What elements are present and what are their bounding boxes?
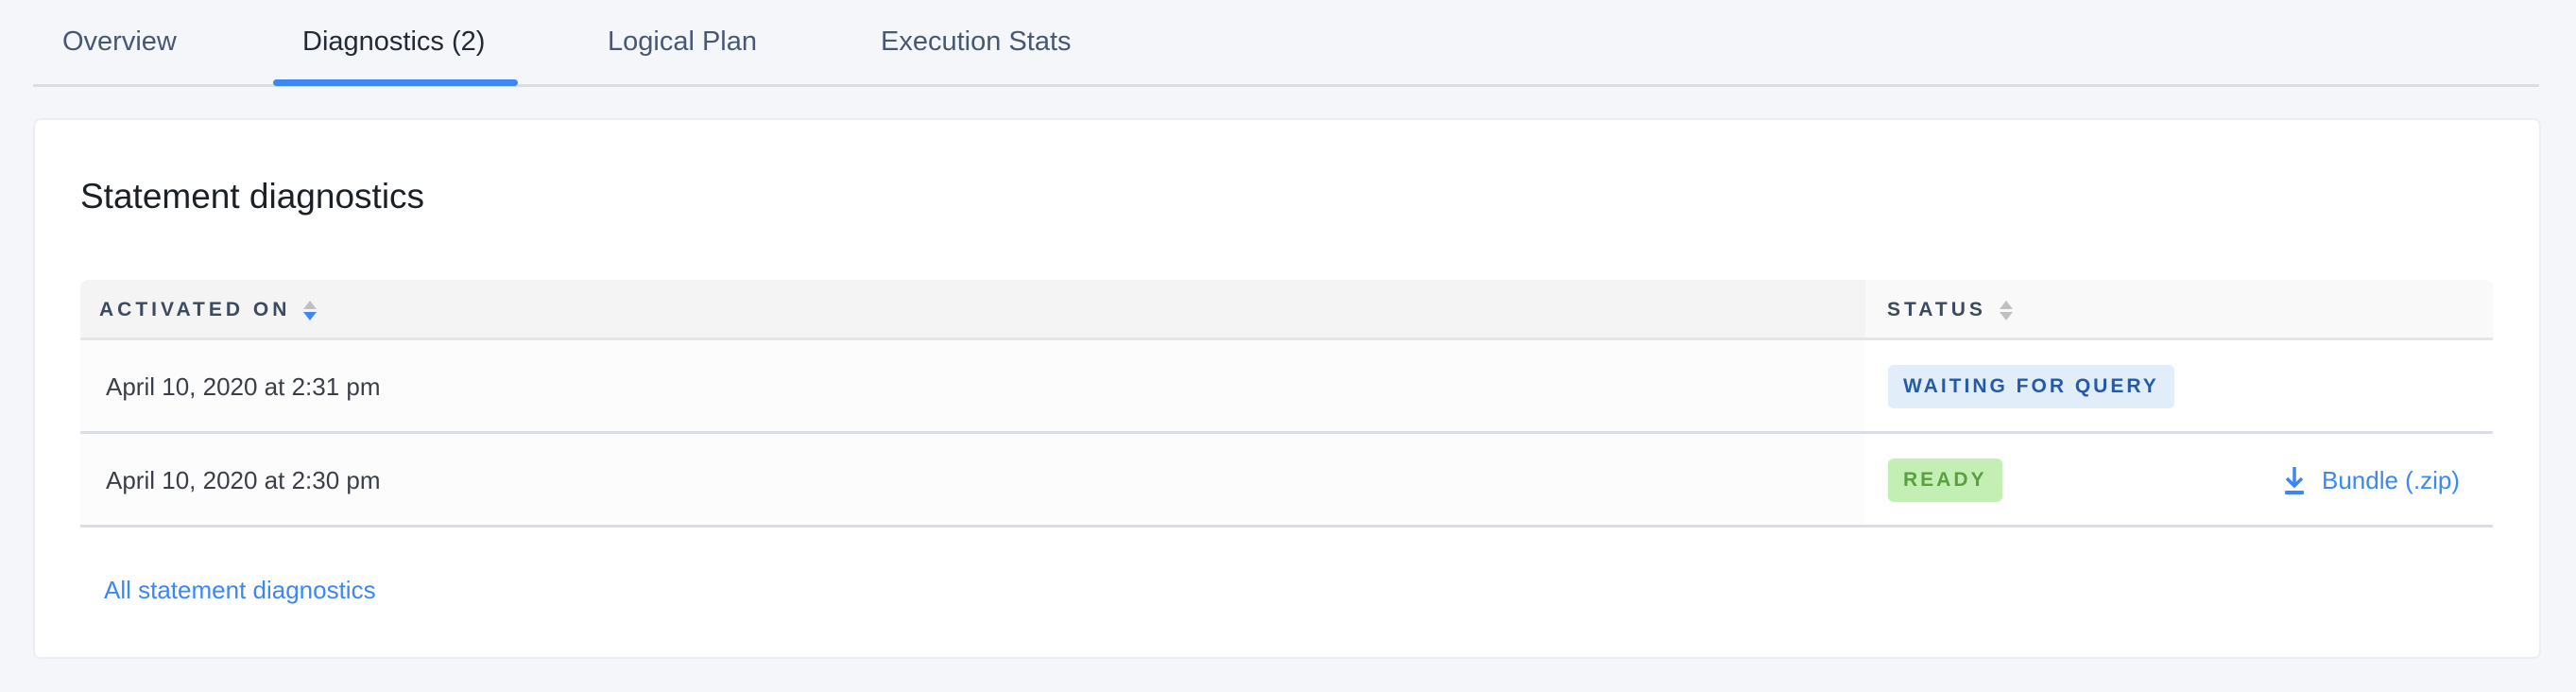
column-label: STATUS [1887, 299, 1986, 320]
column-label: ACTIVATED ON [99, 299, 291, 320]
card-title: Statement diagnostics [80, 177, 425, 216]
table-row: April 10, 2020 at 2:31 pm WAITING FOR QU… [80, 340, 2493, 434]
tab-logical-plan[interactable]: Logical Plan [608, 26, 757, 57]
active-tab-indicator [273, 79, 518, 86]
activated-on-cell: April 10, 2020 at 2:30 pm [106, 466, 381, 494]
column-header-status[interactable]: STATUS [1887, 299, 2013, 321]
column-header-activated-on[interactable]: ACTIVATED ON [99, 299, 318, 321]
statement-diagnostics-card: Statement diagnostics ACTIVATED ON STATU… [33, 118, 2541, 659]
status-column-bg [1865, 280, 2493, 337]
activated-on-cell: April 10, 2020 at 2:31 pm [106, 372, 381, 401]
download-icon [2285, 467, 2304, 494]
status-badge: READY [1888, 458, 2002, 502]
bundle-label: Bundle (.zip) [2322, 465, 2460, 494]
table-header: ACTIVATED ON STATUS [80, 280, 2493, 340]
sort-caret-icon[interactable] [1999, 300, 2013, 320]
tab-overview[interactable]: Overview [62, 26, 177, 57]
tab-diagnostics[interactable]: Diagnostics (2) [302, 26, 486, 57]
all-statement-diagnostics-link[interactable]: All statement diagnostics [104, 576, 376, 604]
tab-bar: Overview Diagnostics (2) Logical Plan Ex… [33, 0, 2539, 87]
diagnostics-table: ACTIVATED ON STATUS April 10, 2020 at 2:… [80, 280, 2493, 528]
download-bundle-link[interactable]: Bundle (.zip) [2282, 465, 2460, 495]
status-badge: WAITING FOR QUERY [1888, 365, 2174, 408]
table-row: April 10, 2020 at 2:30 pm READY Bundle (… [80, 434, 2493, 528]
tab-execution-stats[interactable]: Execution Stats [881, 26, 1072, 57]
sort-caret-icon[interactable] [303, 300, 318, 320]
